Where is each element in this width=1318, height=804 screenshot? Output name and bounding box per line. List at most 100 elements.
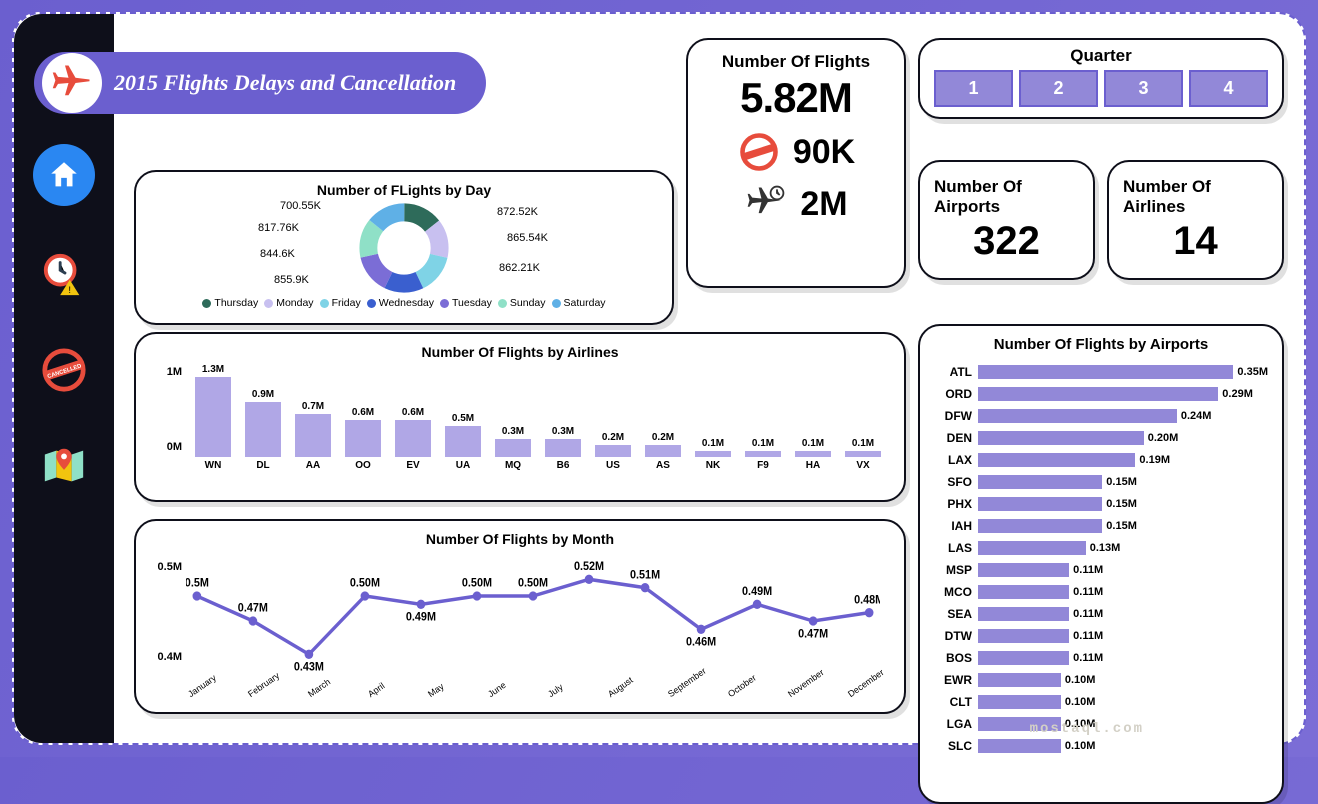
airport-row-CLT[interactable]: CLT0.10M: [934, 691, 1268, 712]
svg-text:0.43M: 0.43M: [294, 661, 324, 673]
title-plane-badge: [42, 53, 102, 113]
airline-bar-WN[interactable]: 1.3MWN: [190, 364, 236, 471]
month-x-labels: JanuaryFebruaryMarchAprilMayJuneJulyAugu…: [150, 691, 890, 701]
month-line-svg: 0.5M0.47M0.43M0.50M0.49M0.50M0.50M0.52M0…: [186, 551, 880, 691]
airlines-bar-chart[interactable]: 1M0M 1.3MWN0.9MDL0.7MAA0.6MOO0.6MEV0.5MU…: [150, 366, 890, 471]
kpi-airlines-value: 14: [1173, 219, 1218, 264]
kpi-delayed-value: 2M: [800, 185, 847, 224]
kpi-flights-label: Number Of Flights: [722, 52, 870, 72]
svg-text:0.48M: 0.48M: [854, 594, 880, 606]
airline-bar-F9[interactable]: 0.1MF9: [740, 438, 786, 471]
airport-row-LAX[interactable]: LAX0.19M: [934, 449, 1268, 470]
airports-hbar-chart[interactable]: ATL0.35MORD0.29MDFW0.24MDEN0.20MLAX0.19M…: [934, 361, 1268, 756]
month-y-axis: 0.5M0.4M: [150, 561, 182, 663]
clock-alert-icon: !: [41, 251, 87, 297]
quarter-buttons-row: 1234: [934, 70, 1268, 107]
dashboard-root: ! CANCELLED 2015 Flights Delays and Canc…: [12, 12, 1306, 745]
airline-bar-DL[interactable]: 0.9MDL: [240, 389, 286, 471]
donut-legend-item: Wednesday: [367, 297, 434, 309]
airport-row-SEA[interactable]: SEA0.11M: [934, 603, 1268, 624]
airlines-chart-title: Number Of Flights by Airlines: [150, 344, 890, 360]
month-line-card: Number Of Flights by Month 0.5M0.4M 0.5M…: [134, 519, 906, 714]
airline-bar-NK[interactable]: 0.1MNK: [690, 438, 736, 471]
airline-bar-UA[interactable]: 0.5MUA: [440, 413, 486, 471]
kpi-delayed-row: 2M: [744, 182, 847, 226]
svg-text:0.50M: 0.50M: [350, 577, 380, 589]
quarter-button-1[interactable]: 1: [934, 70, 1013, 107]
airplane-icon: [51, 62, 93, 104]
airport-row-DEN[interactable]: DEN0.20M: [934, 427, 1268, 448]
donut-legend-item: Saturday: [552, 297, 606, 309]
donut-chart[interactable]: [357, 201, 451, 295]
airport-row-ATL[interactable]: ATL0.35M: [934, 361, 1268, 382]
airline-bar-EV[interactable]: 0.6MEV: [390, 407, 436, 471]
quarter-card: Quarter 1234: [918, 38, 1284, 119]
map-pin-icon: [41, 443, 87, 489]
nav-cancelled-button[interactable]: CANCELLED: [36, 342, 92, 398]
airport-row-ORD[interactable]: ORD0.29M: [934, 383, 1268, 404]
month-chart-title: Number Of Flights by Month: [150, 531, 890, 547]
kpi-cancelled-row: 90K: [737, 130, 855, 174]
svg-text:0.49M: 0.49M: [406, 611, 436, 623]
svg-text:0.47M: 0.47M: [798, 628, 828, 640]
airport-row-DFW[interactable]: DFW0.24M: [934, 405, 1268, 426]
kpi-card-flights: Number Of Flights 5.82M 90K 2M: [686, 38, 906, 288]
dashboard-title-pill: 2015 Flights Delays and Cancellation: [34, 52, 486, 114]
dashboard-title-text: 2015 Flights Delays and Cancellation: [114, 70, 456, 96]
airline-bar-AA[interactable]: 0.7MAA: [290, 401, 336, 471]
quarter-section: Quarter 1234: [918, 38, 1284, 148]
airline-bar-B6[interactable]: 0.3MB6: [540, 426, 586, 471]
airlines-bar-card: Number Of Flights by Airlines 1M0M 1.3MW…: [134, 332, 906, 502]
donut-card: Number of FLights by Day 872.52K865.54K8…: [134, 170, 674, 325]
airport-row-PHX[interactable]: PHX0.15M: [934, 493, 1268, 514]
nav-home-button[interactable]: [33, 144, 95, 206]
airport-row-MSP[interactable]: MSP0.11M: [934, 559, 1268, 580]
airline-bar-MQ[interactable]: 0.3MMQ: [490, 426, 536, 471]
kpi-airports-value: 322: [973, 219, 1040, 264]
month-line-chart[interactable]: 0.5M0.4M 0.5M 0.47M 0.43M 0.50M 0.49M 0.50M 0.…: [150, 551, 890, 691]
main-grid: Number Of Flights 5.82M 90K 2M Quarter 1…: [114, 14, 1304, 743]
donut-legend: ThursdayMondayFridayWednesdayTuesdaySund…: [150, 297, 658, 309]
donut-legend-item: Tuesday: [440, 297, 492, 309]
kpi-airports-label: Number Of Airports: [934, 177, 1079, 217]
donut-slice-label: 844.6K: [260, 248, 295, 260]
cancelled-icon: [737, 130, 781, 174]
svg-text:0.49M: 0.49M: [742, 586, 772, 598]
airport-row-SFO[interactable]: SFO0.15M: [934, 471, 1268, 492]
airline-bar-AS[interactable]: 0.2MAS: [640, 432, 686, 471]
airport-row-EWR[interactable]: EWR0.10M: [934, 669, 1268, 690]
airport-row-MCO[interactable]: MCO0.11M: [934, 581, 1268, 602]
quarter-button-3[interactable]: 3: [1104, 70, 1183, 107]
airline-bar-HA[interactable]: 0.1MHA: [790, 438, 836, 471]
svg-text:0.50M: 0.50M: [462, 577, 492, 589]
donut-body: 872.52K865.54K862.21K855.9K844.6K817.76K…: [150, 200, 658, 295]
nav-map-button[interactable]: [36, 438, 92, 494]
airport-row-LAS[interactable]: LAS0.13M: [934, 537, 1268, 558]
home-icon: [47, 158, 81, 192]
airline-bar-OO[interactable]: 0.6MOO: [340, 407, 386, 471]
airline-bar-US[interactable]: 0.2MUS: [590, 432, 636, 471]
donut-slice-label: 872.52K: [497, 206, 538, 218]
side-nav: ! CANCELLED: [14, 14, 114, 743]
donut-slice-label: 855.9K: [274, 274, 309, 286]
airport-row-SLC[interactable]: SLC0.10M: [934, 735, 1268, 756]
kpi-cancelled-value: 90K: [793, 133, 855, 172]
airport-row-IAH[interactable]: IAH0.15M: [934, 515, 1268, 536]
mini-kpi-row: Number Of Airports 322 Number Of Airline…: [918, 160, 1284, 280]
svg-text:0.5M: 0.5M: [186, 577, 209, 589]
airport-row-DTW[interactable]: DTW0.11M: [934, 625, 1268, 646]
kpi-card-airlines: Number Of Airlines 14: [1107, 160, 1284, 280]
donut-legend-item: Sunday: [498, 297, 546, 309]
kpi-airlines-label: Number Of Airlines: [1123, 177, 1268, 217]
nav-delays-button[interactable]: !: [36, 246, 92, 302]
donut-slice-label: 700.55K: [280, 200, 321, 212]
quarter-button-4[interactable]: 4: [1189, 70, 1268, 107]
watermark-text: mostaql.com: [1030, 721, 1144, 737]
airlines-y-axis: 1M0M: [150, 366, 186, 453]
svg-text:0.52M: 0.52M: [574, 561, 604, 573]
svg-text:0.46M: 0.46M: [686, 636, 716, 648]
svg-text:0.47M: 0.47M: [238, 602, 268, 614]
airport-row-BOS[interactable]: BOS0.11M: [934, 647, 1268, 668]
quarter-button-2[interactable]: 2: [1019, 70, 1098, 107]
airline-bar-VX[interactable]: 0.1MVX: [840, 438, 886, 471]
